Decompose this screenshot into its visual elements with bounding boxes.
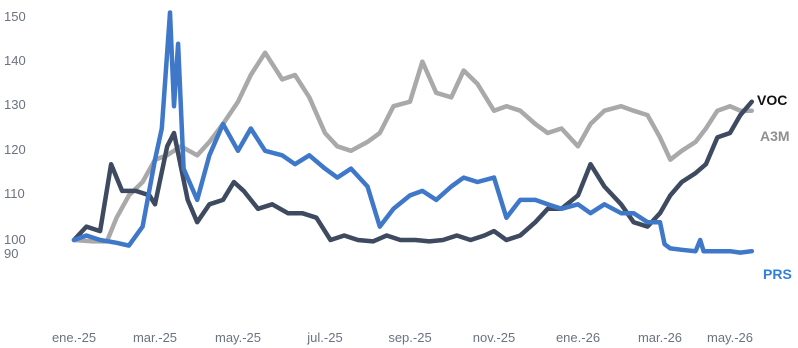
series-lines	[71, 10, 755, 255]
x-tick-label: mar.-25	[133, 330, 177, 345]
x-tick-label: sep.-25	[388, 330, 431, 345]
x-tick-label: ene.-25	[52, 330, 96, 345]
series-label-prs: PRS	[763, 266, 792, 282]
series-line-a3m	[71, 50, 755, 244]
y-tick-label: 120	[4, 142, 26, 157]
y-tick-label: 90	[4, 246, 18, 261]
x-tick-label: jul.-25	[306, 330, 342, 345]
x-tick-label: may.-25	[215, 330, 261, 345]
y-tick-label: 130	[4, 97, 26, 112]
x-axis-ticks: ene.-25 mar.-25 may.-25 jul.-25 sep.-25 nov.-…	[52, 330, 753, 345]
x-tick-label: may.-26	[707, 330, 753, 345]
series-end-labels: A3M VOC PRS	[757, 92, 792, 282]
y-tick-label: 110	[4, 186, 25, 201]
y-tick-label: 140	[4, 53, 26, 68]
x-tick-label: ene.-26	[556, 330, 600, 345]
x-tick-label: mar.-26	[638, 330, 682, 345]
series-label-voc: VOC	[757, 92, 787, 108]
series-line-prs	[71, 10, 755, 255]
series-label-a3m: A3M	[760, 128, 790, 144]
y-tick-label: 150	[4, 9, 26, 24]
x-tick-label: nov.-25	[473, 330, 515, 345]
y-tick-label: 100	[4, 232, 26, 247]
